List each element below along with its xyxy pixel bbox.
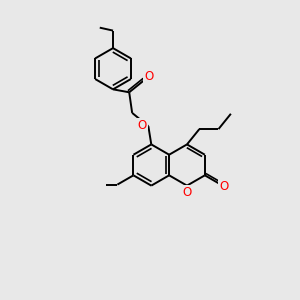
Text: O: O	[182, 186, 192, 199]
Text: O: O	[144, 70, 154, 83]
Text: O: O	[137, 119, 146, 132]
Text: O: O	[220, 180, 229, 193]
